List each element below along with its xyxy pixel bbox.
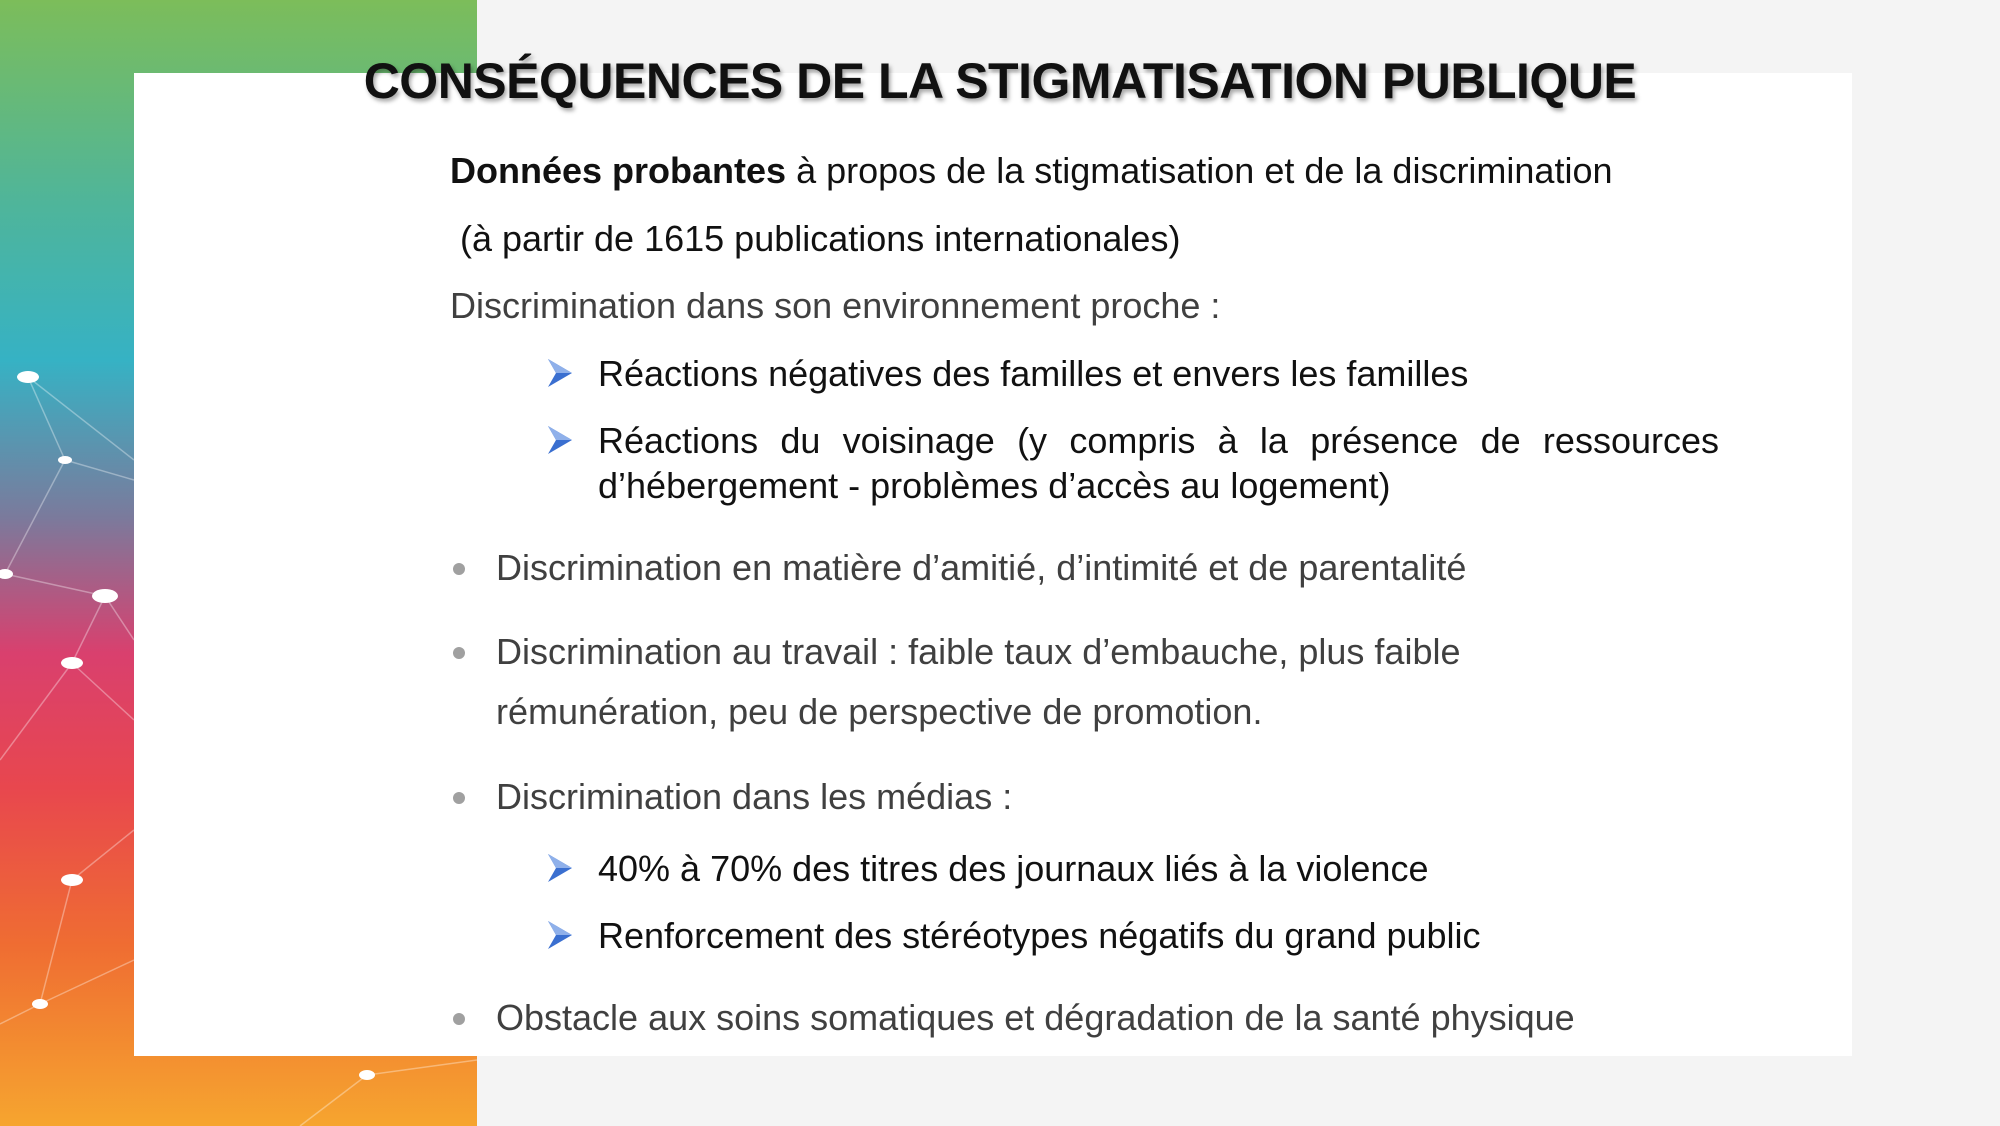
- intro-bold: Données probantes: [450, 150, 787, 191]
- arrow-bullet-icon: [548, 426, 572, 454]
- dot-bullet-icon: [453, 563, 465, 575]
- section-heading: Discrimination dans son environnement pr…: [450, 285, 1221, 326]
- intro-rest: à propos de la stigmatisation et de la d…: [786, 150, 1613, 191]
- dot-bullet-icon: [453, 647, 465, 659]
- sub-item-continued: d’hébergement - problèmes d’accès au log…: [598, 465, 1391, 506]
- bullet-item: Obstacle aux soins somatiques et dégrada…: [496, 997, 1575, 1038]
- sub-item: Réactions négatives des familles et enve…: [598, 353, 1469, 394]
- dot-bullet-icon: [453, 1013, 465, 1025]
- network-pattern: [0, 371, 477, 1126]
- sub-item: Renforcement des stéréotypes négatifs du…: [598, 915, 1481, 956]
- sub-item: Réactions du voisinage (y compris à la p…: [598, 420, 1719, 461]
- bullet-item: Discrimination au travail : faible taux …: [496, 631, 1461, 672]
- arrow-bullet-icon: [548, 921, 572, 949]
- dot-bullet-icon: [453, 792, 465, 804]
- bullet-item: Discrimination en matière d’amitié, d’in…: [496, 547, 1467, 588]
- arrow-bullet-icon: [548, 359, 572, 387]
- bullet-item: Discrimination dans les médias :: [496, 776, 1013, 817]
- sub-item: 40% à 70% des titres des journaux liés à…: [598, 848, 1429, 889]
- intro-line: Données probantes à propos de la stigmat…: [450, 149, 1613, 193]
- arrow-bullet-icon: [548, 854, 572, 882]
- bullet-item-continued: rémunération, peu de perspective de prom…: [496, 691, 1263, 732]
- intro-line-2: (à partir de 1615 publications internati…: [450, 218, 1181, 259]
- slide-title: CONSÉQUENCES DE LA STIGMATISATION PUBLIQ…: [363, 53, 1637, 109]
- slide-content-card: [134, 73, 1852, 1056]
